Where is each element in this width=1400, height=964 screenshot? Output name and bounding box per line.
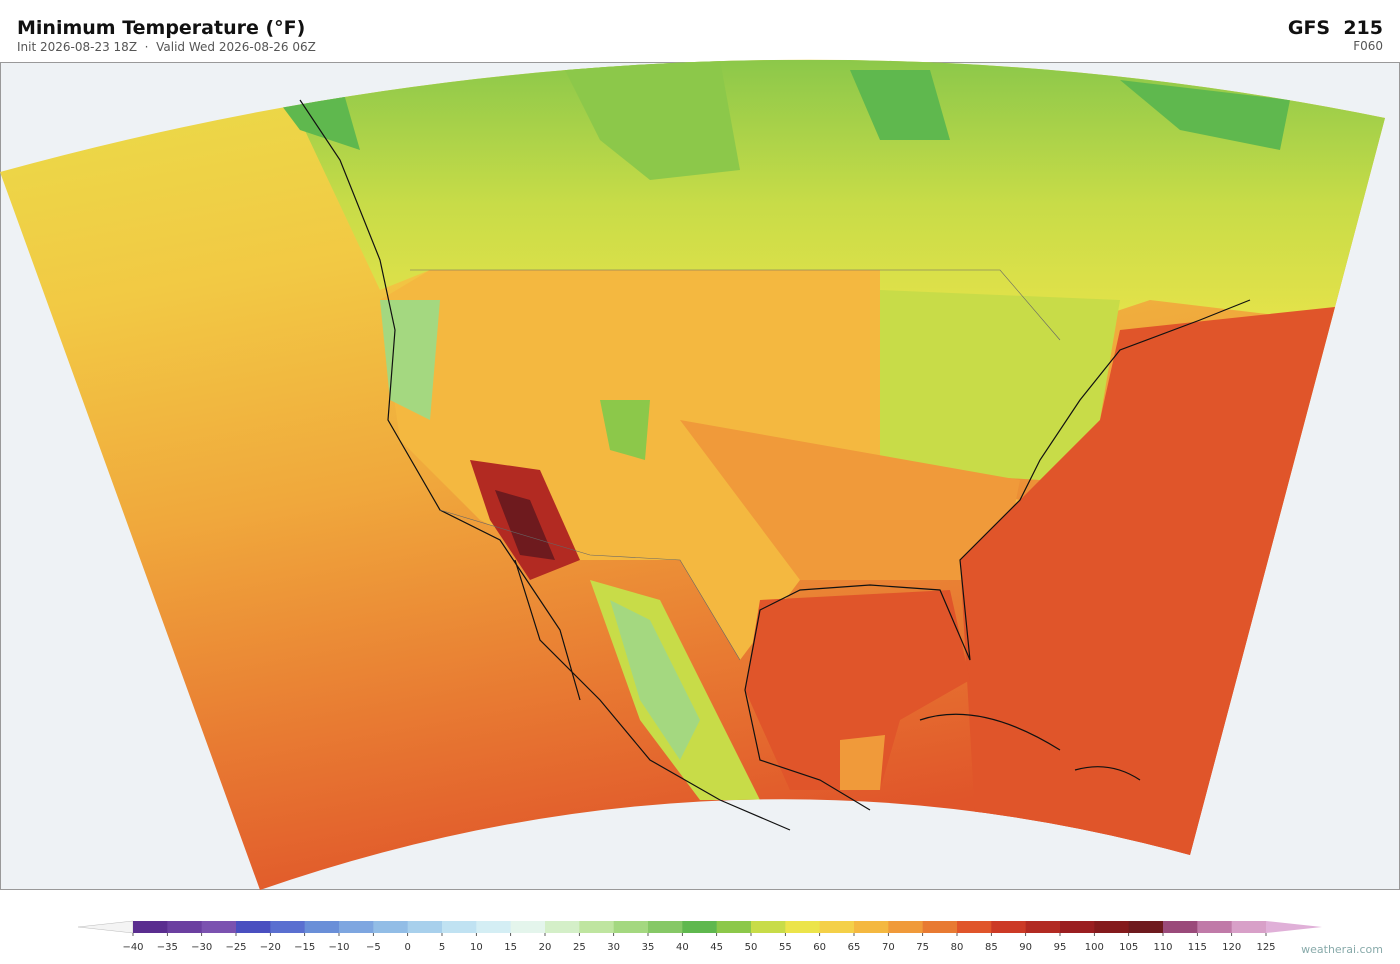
colorbar-segment [716, 921, 752, 933]
colorbar-tick-label: 75 [916, 942, 929, 953]
colorbar-tick-label: 0 [404, 942, 410, 953]
colorbar-segment [888, 921, 924, 933]
colorbar-segment [579, 921, 615, 933]
colorbar-over [1266, 921, 1322, 933]
colorbar-tick-label: 110 [1153, 942, 1172, 953]
title: Minimum Temperature (°F) [17, 17, 305, 39]
colorbar-tick-label: −5 [366, 942, 381, 953]
colorbar-segment [751, 921, 786, 933]
colorbar-segment [1163, 921, 1198, 933]
colorbar-tick-label: 70 [882, 942, 895, 953]
colorbar-tick-label: 90 [1019, 942, 1032, 953]
colorbar-segment [1231, 921, 1267, 933]
colorbar-tick-label: 30 [607, 942, 620, 953]
colorbar-tick-label: 60 [813, 942, 826, 953]
colorbar-segment [819, 921, 855, 933]
colorbar-tick-label: 25 [573, 942, 586, 953]
colorbar-tick-label: 10 [470, 942, 483, 953]
colorbar-segment [339, 921, 374, 933]
colorbar-tick-label: 95 [1054, 942, 1067, 953]
colorbar-tick-label: −25 [225, 942, 246, 953]
colorbar-segment [270, 921, 306, 933]
colorbar-segment [922, 921, 958, 933]
model-label: GFS 215 [1288, 17, 1383, 39]
colorbar-tick-label: 105 [1119, 942, 1138, 953]
colorbar-segment [1025, 921, 1061, 933]
colorbar-segment [545, 921, 580, 933]
colorbar-segment [304, 921, 340, 933]
colorbar-segment [854, 921, 889, 933]
colorbar-tick-label: 5 [439, 942, 445, 953]
colorbar-segment [613, 921, 649, 933]
colorbar-tick-label: 85 [985, 942, 998, 953]
colorbar-segment [407, 921, 443, 933]
temperature-field [0, 59, 1385, 891]
colorbar-segment [785, 921, 821, 933]
colorbar: −40 −35 −30 −25 −20 −15 −10 −5 0 5 10 15 20 25 30 35 40 4… [77, 920, 1322, 953]
colorbar-tick-label: 20 [539, 942, 552, 953]
coastlines [299, 99, 1251, 831]
colorbar-segment [957, 921, 992, 933]
colorbar-tick-label: 45 [710, 942, 723, 953]
colorbar-tick-label: 50 [745, 942, 758, 953]
colorbar-segment [201, 921, 237, 933]
forecast-hour: F060 [1353, 39, 1383, 53]
colorbar-tick-label: −20 [260, 942, 281, 953]
colorbar-segment [648, 921, 683, 933]
colorbar-tick-label: 55 [779, 942, 792, 953]
colorbar-under [77, 920, 134, 934]
colorbar-tick-label: 120 [1222, 942, 1241, 953]
colorbar-segment [373, 921, 409, 933]
colorbar-tick-label: 65 [848, 942, 861, 953]
colorbar-tick-label: 15 [504, 942, 517, 953]
colorbar-tick-label: −30 [191, 942, 212, 953]
colorbar-tick-label: −40 [122, 942, 143, 953]
colorbar-segment [1197, 921, 1233, 933]
colorbar-segment [133, 921, 168, 933]
colorbar-tick-label: −10 [328, 942, 349, 953]
colorbar-tick-label: −35 [157, 942, 178, 953]
colorbar-tick-label: 40 [676, 942, 689, 953]
colorbar-segment [991, 921, 1027, 933]
colorbar-tick-label: 100 [1085, 942, 1104, 953]
borders [410, 269, 1061, 661]
subtitle: Init 2026-08-23 18Z · Valid Wed 2026-08-… [17, 40, 316, 54]
colorbar-segment [1128, 921, 1164, 933]
colorbar-segment [1060, 921, 1095, 933]
colorbar-tick-label: −15 [294, 942, 315, 953]
colorbar-segment [442, 921, 477, 933]
colorbar-tick-label: 80 [951, 942, 964, 953]
colorbar-segment [682, 921, 718, 933]
credit: weatherai.com [1301, 943, 1383, 956]
colorbar-segment [167, 921, 203, 933]
colorbar-tick-label: 125 [1256, 942, 1275, 953]
colorbar-segment [510, 921, 546, 933]
colorbar-tick-label: 35 [642, 942, 655, 953]
colorbar-segment [476, 921, 512, 933]
colorbar-segment [1094, 921, 1130, 933]
colorbar-tick-label: 115 [1188, 942, 1207, 953]
colorbar-segment [236, 921, 271, 933]
